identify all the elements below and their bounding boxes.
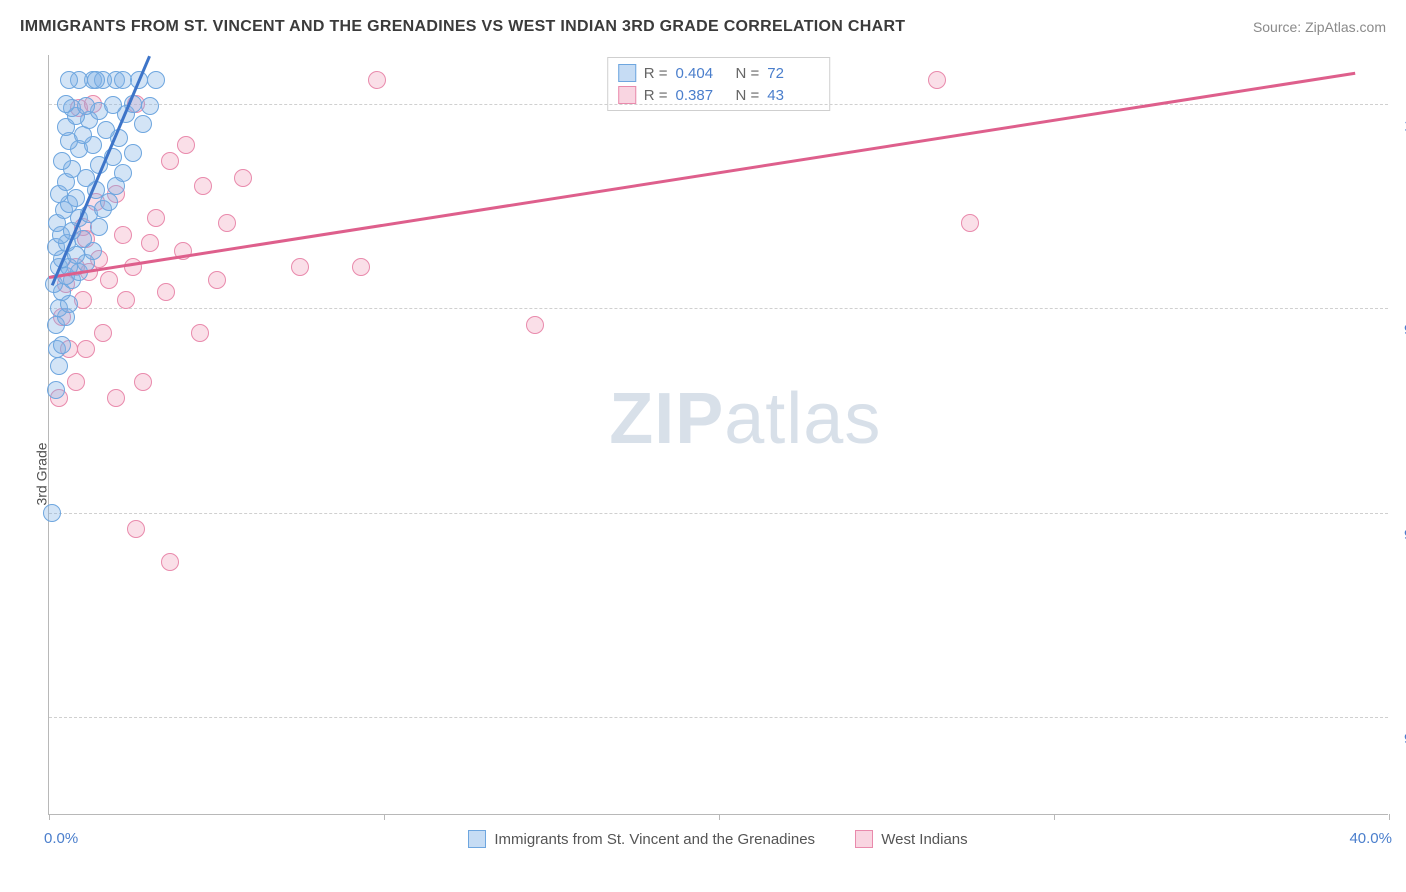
data-point-pink [218, 214, 236, 232]
data-point-pink [961, 214, 979, 232]
legend-series: Immigrants from St. Vincent and the Gren… [48, 830, 1388, 852]
chart-wrap: 3rd Grade ZIPatlas R = 0.404 N = 72 R = … [0, 55, 1406, 892]
n-label: N = [736, 87, 760, 104]
watermark: ZIPatlas [609, 378, 881, 460]
data-point-blue [43, 504, 61, 522]
data-point-blue [134, 115, 152, 133]
x-tick [1389, 814, 1390, 820]
n-value-pink: 43 [767, 87, 819, 104]
gridline-h [49, 104, 1388, 105]
data-point-blue [97, 121, 115, 139]
data-point-blue [147, 71, 165, 89]
data-point-pink [234, 169, 252, 187]
legend-correlation: R = 0.404 N = 72 R = 0.387 N = 43 [607, 57, 831, 111]
data-point-blue [141, 97, 159, 115]
r-value-blue: 0.404 [676, 65, 728, 82]
x-tick [49, 814, 50, 820]
swatch-pink-icon [855, 830, 873, 848]
source-label: Source: ZipAtlas.com [1253, 19, 1386, 35]
data-point-pink [177, 136, 195, 154]
x-tick [1054, 814, 1055, 820]
watermark-zip: ZIP [609, 379, 724, 459]
data-point-blue [50, 357, 68, 375]
legend-label-blue: Immigrants from St. Vincent and the Gren… [494, 831, 815, 848]
y-tick-label: 95.0% [1392, 526, 1406, 543]
plot-area: ZIPatlas R = 0.404 N = 72 R = 0.387 N = … [48, 55, 1388, 815]
data-point-blue [124, 144, 142, 162]
legend-row-pink: R = 0.387 N = 43 [618, 84, 820, 106]
data-point-pink [114, 226, 132, 244]
data-point-pink [191, 324, 209, 342]
gridline-h [49, 513, 1388, 514]
data-point-pink [134, 373, 152, 391]
watermark-atlas: atlas [724, 379, 881, 459]
data-point-blue [104, 96, 122, 114]
data-point-pink [194, 177, 212, 195]
r-label: R = [644, 87, 668, 104]
swatch-blue-icon [618, 64, 636, 82]
data-point-pink [291, 258, 309, 276]
data-point-pink [352, 258, 370, 276]
n-value-blue: 72 [767, 65, 819, 82]
data-point-pink [117, 291, 135, 309]
y-tick-label: 97.5% [1392, 322, 1406, 339]
data-point-pink [161, 152, 179, 170]
chart-title: IMMIGRANTS FROM ST. VINCENT AND THE GREN… [20, 18, 905, 36]
data-point-blue [114, 164, 132, 182]
data-point-pink [526, 316, 544, 334]
data-point-blue [114, 71, 132, 89]
data-point-pink [94, 324, 112, 342]
data-point-pink [157, 283, 175, 301]
data-point-blue [57, 95, 75, 113]
data-point-pink [208, 271, 226, 289]
n-label: N = [736, 65, 760, 82]
title-bar: IMMIGRANTS FROM ST. VINCENT AND THE GREN… [20, 18, 1386, 36]
data-point-pink [147, 209, 165, 227]
x-tick [719, 814, 720, 820]
data-point-pink [928, 71, 946, 89]
x-tick [384, 814, 385, 820]
legend-label-pink: West Indians [881, 831, 967, 848]
r-label: R = [644, 65, 668, 82]
swatch-blue-icon [468, 830, 486, 848]
data-point-pink [77, 340, 95, 358]
data-point-pink [107, 389, 125, 407]
data-point-blue [100, 193, 118, 211]
gridline-h [49, 717, 1388, 718]
data-point-blue [47, 381, 65, 399]
data-point-pink [161, 553, 179, 571]
data-point-pink [368, 71, 386, 89]
data-point-blue [77, 97, 95, 115]
data-point-pink [67, 373, 85, 391]
y-tick-label: 100.0% [1392, 118, 1406, 135]
data-point-blue [60, 71, 78, 89]
y-tick-label: 92.5% [1392, 730, 1406, 747]
data-point-blue [87, 71, 105, 89]
gridline-h [49, 308, 1388, 309]
data-point-pink [141, 234, 159, 252]
data-point-pink [127, 520, 145, 538]
data-point-blue [67, 189, 85, 207]
legend-item-pink: West Indians [855, 830, 967, 848]
data-point-blue [53, 152, 71, 170]
legend-row-blue: R = 0.404 N = 72 [618, 62, 820, 84]
data-point-pink [100, 271, 118, 289]
data-point-blue [53, 336, 71, 354]
r-value-pink: 0.387 [676, 87, 728, 104]
legend-item-blue: Immigrants from St. Vincent and the Gren… [468, 830, 815, 848]
swatch-pink-icon [618, 86, 636, 104]
